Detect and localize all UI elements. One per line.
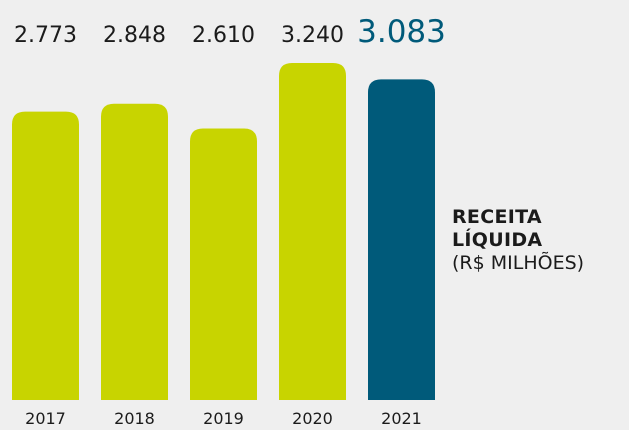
bar — [368, 79, 435, 400]
value-label: 2.848 — [103, 23, 166, 48]
bar — [190, 128, 257, 400]
x-tick-label: 2018 — [114, 409, 155, 428]
legend: RECEITA LÍQUIDA (R$ MILHÕES) — [452, 206, 592, 275]
bar — [12, 111, 79, 401]
bar — [279, 63, 346, 400]
value-label: 2.773 — [14, 23, 77, 48]
bar — [101, 103, 168, 401]
x-tick-label: 2019 — [203, 409, 244, 428]
x-tick-label: 2017 — [25, 409, 66, 428]
x-tick-label: 2020 — [292, 409, 333, 428]
chart-title: RECEITA LÍQUIDA — [452, 206, 543, 251]
value-label: 3.083 — [357, 14, 446, 50]
x-tick-label: 2021 — [381, 409, 422, 428]
value-label: 3.240 — [281, 23, 344, 48]
value-label: 2.610 — [192, 23, 255, 48]
chart-subtitle: (R$ MILHÕES) — [452, 252, 585, 274]
